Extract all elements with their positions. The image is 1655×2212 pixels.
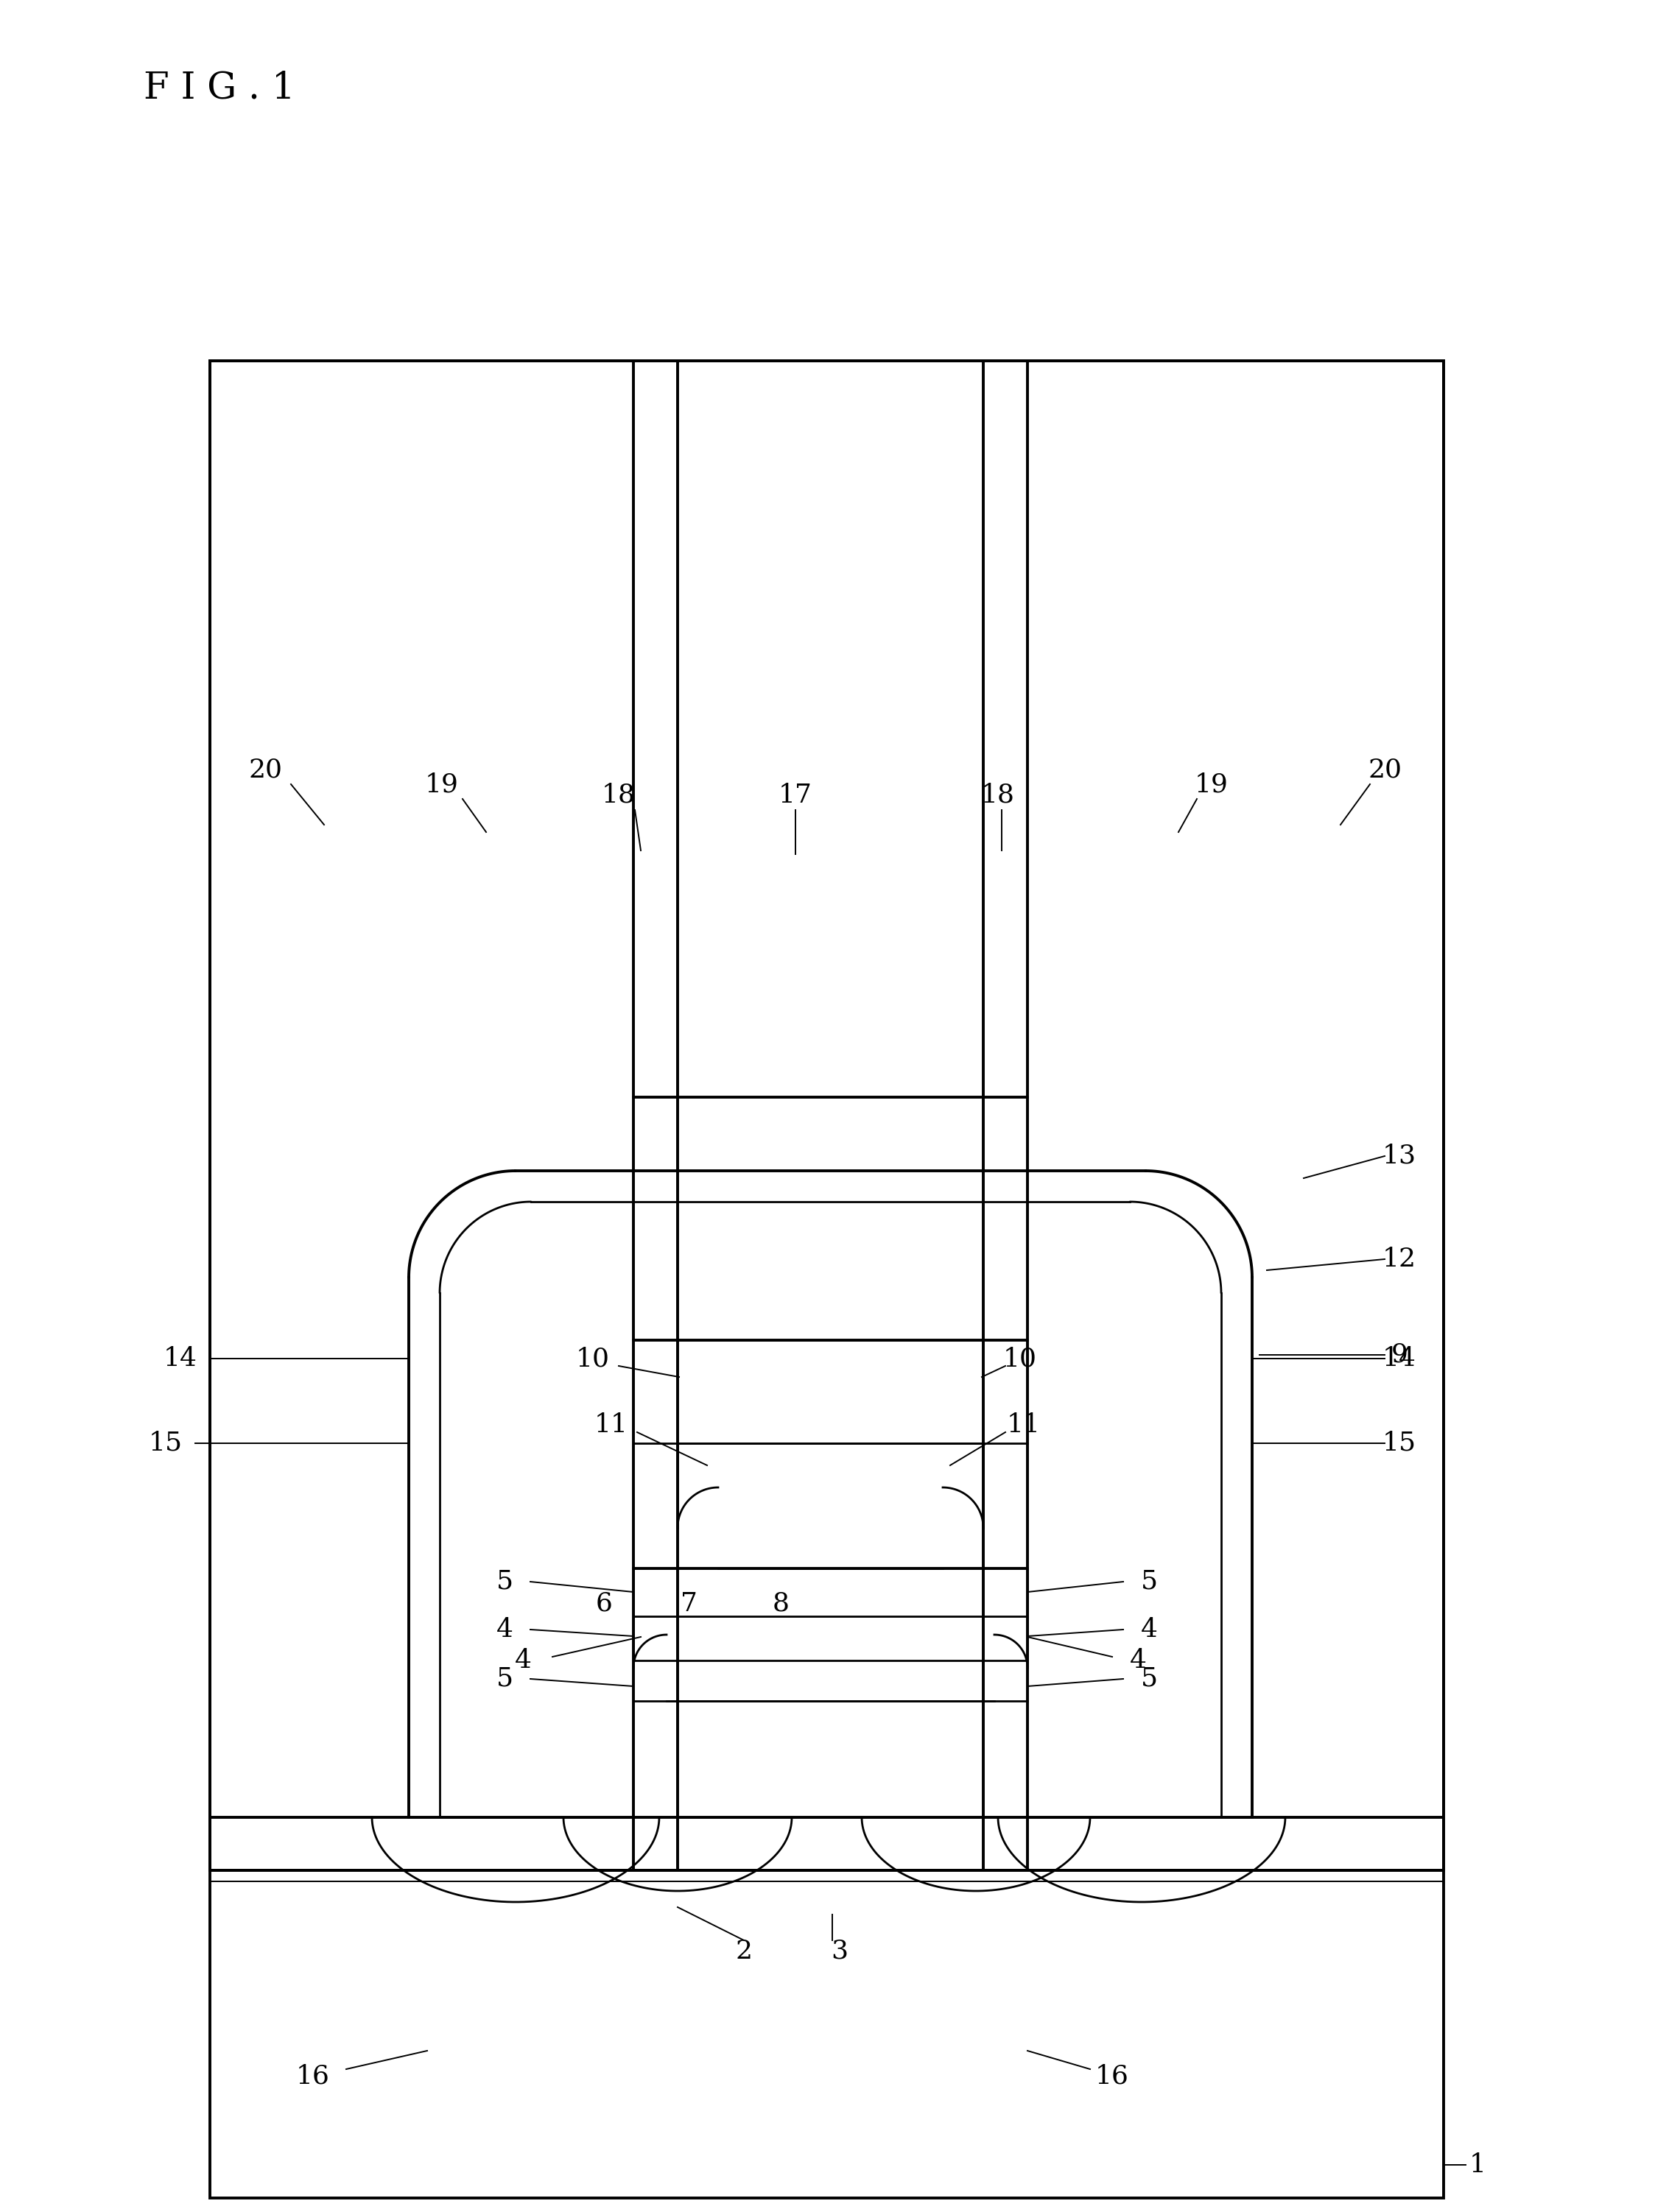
Text: 17: 17 — [778, 783, 813, 807]
Bar — [677, 1442, 983, 1568]
Text: 5: 5 — [1140, 1568, 1157, 1595]
Text: 12: 12 — [1382, 1248, 1417, 1272]
Text: 10: 10 — [576, 1347, 609, 1371]
Text: 15: 15 — [149, 1431, 182, 1455]
Text: 19: 19 — [1195, 772, 1228, 796]
Text: 4: 4 — [1129, 1648, 1147, 1672]
Bar — [634, 1568, 1028, 1617]
Bar — [409, 1170, 442, 1818]
Text: 7: 7 — [680, 1590, 697, 1617]
Text: 18: 18 — [981, 783, 1015, 807]
Bar — [210, 361, 1443, 1871]
Text: 13: 13 — [1382, 1144, 1417, 1168]
Bar — [409, 361, 634, 1279]
Bar — [634, 1617, 1028, 1661]
Bar — [210, 361, 1443, 1871]
Bar — [440, 1201, 1220, 1818]
Bar — [677, 1442, 705, 1528]
Bar — [955, 1442, 983, 1528]
Text: 2: 2 — [735, 1938, 753, 1964]
Bar — [210, 1818, 1443, 2199]
Text: 20: 20 — [248, 757, 281, 783]
Text: 4: 4 — [515, 1648, 531, 1672]
Text: 18: 18 — [602, 783, 636, 807]
Text: 15: 15 — [1382, 1431, 1417, 1455]
Bar — [983, 361, 1028, 1871]
Text: 11: 11 — [594, 1411, 629, 1438]
Text: 3: 3 — [831, 1938, 847, 1964]
Bar — [1220, 1170, 1253, 1818]
Text: F I G . 1: F I G . 1 — [144, 71, 295, 106]
Text: 14: 14 — [164, 1347, 197, 1371]
Text: 5: 5 — [1140, 1666, 1157, 1692]
Text: 14: 14 — [1382, 1347, 1417, 1371]
Bar — [634, 361, 677, 1871]
Text: 4: 4 — [1140, 1617, 1157, 1641]
Text: 16: 16 — [1096, 2064, 1129, 2088]
Text: 5: 5 — [496, 1568, 513, 1595]
Text: 6: 6 — [596, 1590, 612, 1617]
Text: 1: 1 — [1470, 2152, 1486, 2177]
Bar — [634, 1661, 1028, 1701]
Bar — [677, 361, 983, 1097]
Text: 4: 4 — [496, 1617, 513, 1641]
Text: 9: 9 — [1390, 1343, 1408, 1367]
Bar — [409, 1170, 1253, 1294]
Text: 20: 20 — [1367, 757, 1402, 783]
Bar — [210, 361, 409, 1871]
Bar — [677, 1097, 983, 1340]
Bar — [1028, 361, 1253, 1279]
Text: 11: 11 — [1006, 1411, 1041, 1438]
Bar — [677, 1340, 983, 1442]
Text: 19: 19 — [425, 772, 458, 796]
Text: 8: 8 — [773, 1590, 789, 1617]
Text: 10: 10 — [1003, 1347, 1038, 1371]
Text: 5: 5 — [496, 1666, 513, 1692]
Text: 16: 16 — [296, 2064, 329, 2088]
Bar — [1253, 361, 1443, 1871]
